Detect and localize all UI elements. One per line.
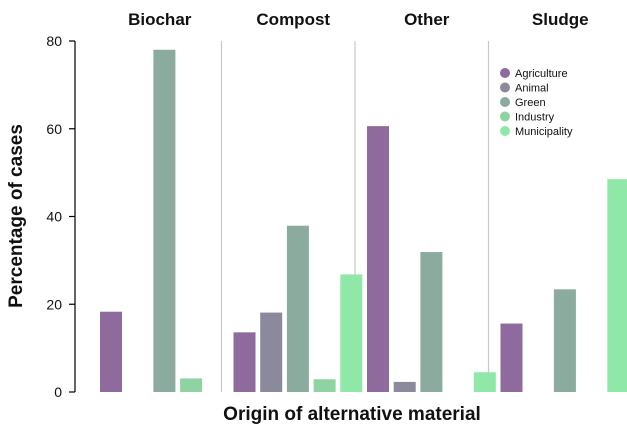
bar-other-agriculture xyxy=(367,126,389,393)
legend-swatch xyxy=(500,126,510,136)
legend-label: Municipality xyxy=(515,126,573,138)
facet-title: Biochar xyxy=(128,10,192,29)
y-tick-label: 20 xyxy=(46,296,62,312)
bar-biochar-green xyxy=(153,49,176,393)
facet-titles: Biochar Compost Other Sludge xyxy=(128,10,588,29)
bar-sludge-agriculture xyxy=(500,323,523,392)
bar-other-animal xyxy=(393,381,416,392)
y-tick-label: 40 xyxy=(46,209,62,225)
legend: Agriculture Animal Green Industry Municipali… xyxy=(500,68,573,138)
x-axis-title: Origin of alternative material xyxy=(223,404,481,425)
legend-swatch xyxy=(500,82,510,93)
y-tick-label: 0 xyxy=(54,384,62,400)
legend-swatch xyxy=(500,68,510,78)
legend-label: Industry xyxy=(515,112,555,124)
y-tick-label: 60 xyxy=(46,121,62,137)
bar-compost-green xyxy=(286,225,309,392)
bar-compost-agriculture xyxy=(233,332,256,392)
facet-title: Compost xyxy=(256,10,330,29)
legend-swatch xyxy=(500,97,510,107)
facet-title: Sludge xyxy=(532,10,589,29)
legend-label: Green xyxy=(515,97,546,109)
bars xyxy=(100,49,627,393)
bar-sludge-green xyxy=(553,289,576,392)
bar-compost-animal xyxy=(260,312,283,392)
y-tick-label: 80 xyxy=(46,33,62,49)
facet-title: Other xyxy=(404,10,450,29)
legend-label: Agriculture xyxy=(515,68,568,80)
bar-biochar-industry xyxy=(180,378,203,392)
bar-compost-municipality xyxy=(340,274,363,392)
y-axis-title: Percentage of cases xyxy=(6,124,27,308)
bar-biochar-agriculture xyxy=(100,311,122,392)
y-axis: 0 20 40 60 80 xyxy=(46,33,76,400)
bar-compost-industry xyxy=(313,379,336,392)
legend-swatch xyxy=(500,111,510,122)
legend-label: Animal xyxy=(515,83,549,95)
bar-sludge-municipality xyxy=(607,179,627,392)
bar-other-municipality xyxy=(473,372,496,392)
bar-other-green xyxy=(420,252,443,392)
